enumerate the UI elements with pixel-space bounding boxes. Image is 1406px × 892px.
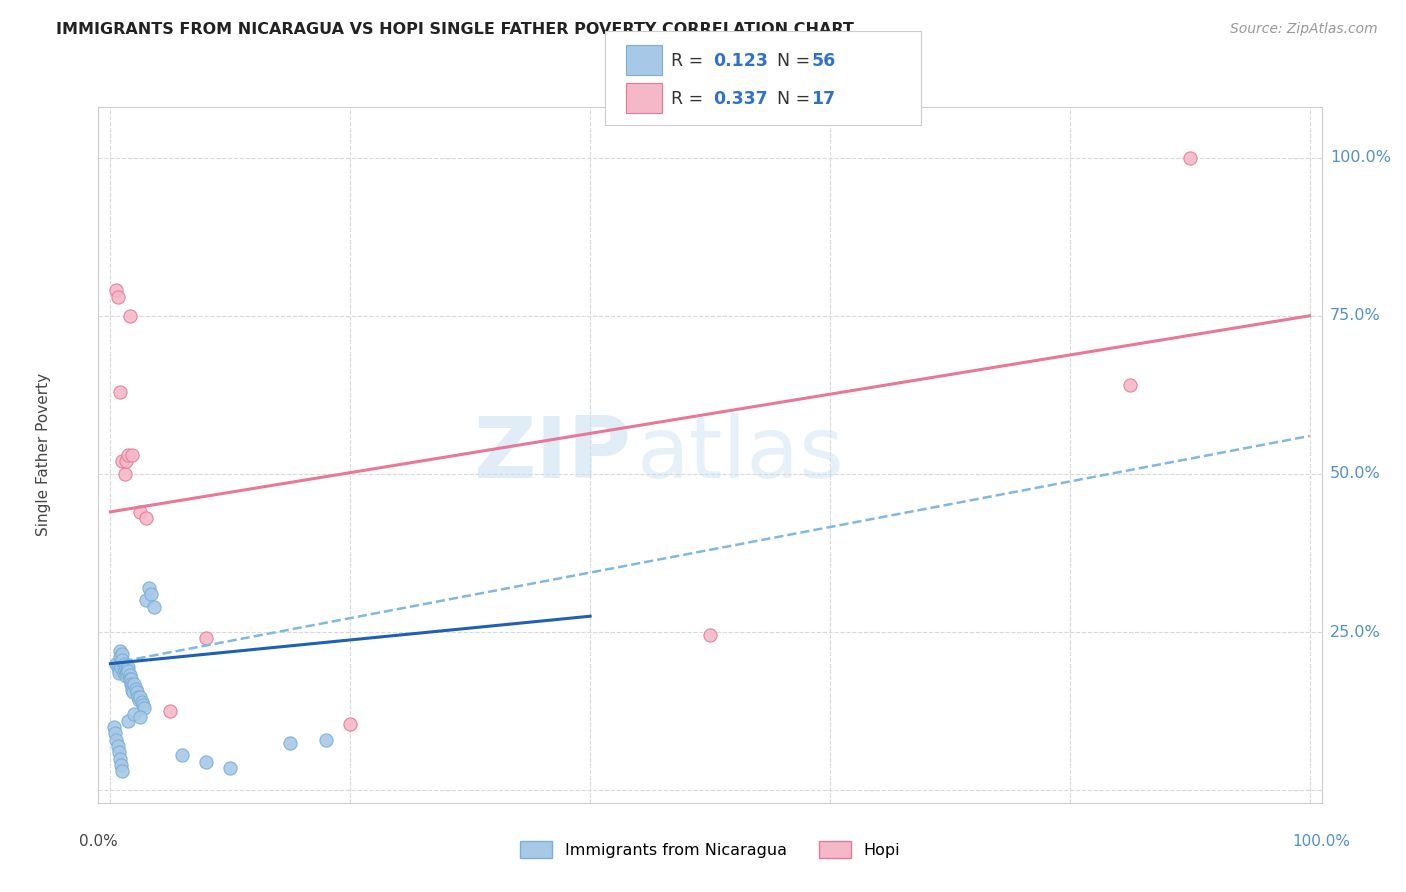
Point [103, 720, 125, 734]
Point [219, 761, 242, 775]
Point [118, 668, 141, 682]
Point [124, 707, 146, 722]
Point [122, 685, 145, 699]
Point [129, 710, 152, 724]
Point [121, 683, 143, 698]
Text: R =: R = [671, 90, 714, 108]
Point [121, 448, 143, 462]
Point [118, 309, 141, 323]
Point [117, 714, 139, 728]
Point [118, 673, 141, 687]
Point [142, 599, 165, 614]
Point [105, 657, 128, 671]
Point [114, 663, 136, 677]
Point [120, 677, 142, 691]
Text: 100.0%: 100.0% [1330, 150, 1391, 165]
Point [121, 679, 143, 693]
Point [131, 695, 153, 709]
Text: N =: N = [766, 90, 815, 108]
Point [115, 666, 138, 681]
Point [107, 290, 129, 304]
Point [111, 647, 134, 661]
Point [128, 693, 150, 707]
Point [124, 681, 146, 696]
Point [1119, 378, 1142, 392]
Text: R =: R = [671, 52, 714, 70]
Point [132, 698, 155, 712]
Text: 25.0%: 25.0% [1330, 624, 1381, 640]
Text: 0.337: 0.337 [713, 90, 768, 108]
Point [195, 755, 218, 769]
Point [110, 657, 132, 671]
Point [115, 663, 138, 677]
Point [114, 467, 136, 481]
Point [115, 454, 138, 468]
Point [129, 690, 152, 704]
Point [114, 657, 136, 671]
Point [117, 448, 139, 462]
Point [110, 660, 132, 674]
Legend: Immigrants from Nicaragua, Hopi: Immigrants from Nicaragua, Hopi [513, 835, 907, 864]
Text: 56: 56 [811, 52, 835, 70]
Text: atlas: atlas [637, 413, 845, 497]
Point [115, 666, 138, 681]
Point [159, 704, 181, 718]
Point [107, 739, 129, 753]
Point [129, 505, 152, 519]
Point [172, 748, 194, 763]
Point [278, 736, 301, 750]
Point [135, 511, 157, 525]
Text: 100.0%: 100.0% [1292, 834, 1351, 849]
Point [1178, 151, 1201, 165]
Point [315, 732, 337, 747]
Point [108, 745, 129, 759]
Point [120, 673, 142, 687]
Point [132, 701, 155, 715]
Point [124, 677, 146, 691]
Text: 50.0%: 50.0% [1330, 467, 1381, 482]
Text: 0.0%: 0.0% [79, 834, 118, 849]
Point [138, 581, 160, 595]
Point [108, 663, 129, 677]
Point [141, 587, 163, 601]
Point [117, 665, 139, 679]
Point [111, 653, 134, 667]
Text: 75.0%: 75.0% [1330, 309, 1381, 323]
Point [108, 650, 131, 665]
Text: ZIP: ZIP [472, 413, 630, 497]
Point [108, 751, 131, 765]
Point [107, 660, 129, 674]
Point [195, 632, 218, 646]
Point [125, 685, 148, 699]
Text: Single Father Poverty: Single Father Poverty [37, 374, 51, 536]
Point [108, 384, 131, 399]
Point [117, 660, 139, 674]
Point [110, 757, 132, 772]
Point [104, 726, 127, 740]
Text: 17: 17 [811, 90, 835, 108]
Point [135, 593, 157, 607]
Point [112, 660, 135, 674]
Point [108, 666, 129, 681]
Point [105, 284, 128, 298]
Point [115, 669, 138, 683]
Point [127, 690, 149, 704]
Point [699, 628, 721, 642]
Text: N =: N = [766, 52, 815, 70]
Text: Source: ZipAtlas.com: Source: ZipAtlas.com [1230, 22, 1378, 37]
Point [111, 454, 134, 468]
Point [112, 666, 135, 681]
Text: IMMIGRANTS FROM NICARAGUA VS HOPI SINGLE FATHER POVERTY CORRELATION CHART: IMMIGRANTS FROM NICARAGUA VS HOPI SINGLE… [56, 22, 853, 37]
Point [105, 732, 128, 747]
Text: 0.123: 0.123 [713, 52, 768, 70]
Point [111, 764, 134, 779]
Point [339, 716, 361, 731]
Point [108, 644, 131, 658]
